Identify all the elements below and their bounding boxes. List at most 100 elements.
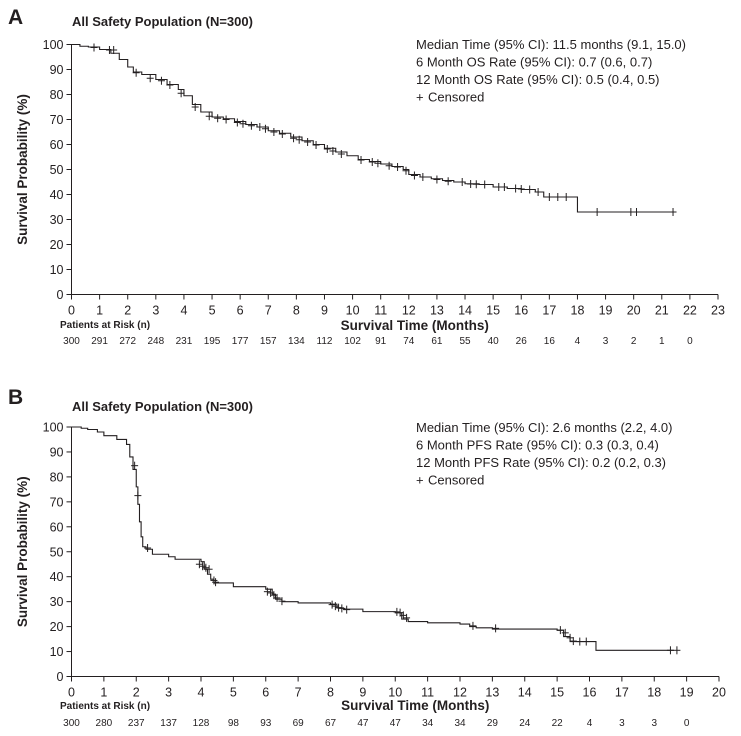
censor-mark — [267, 588, 275, 597]
censor-mark — [323, 145, 331, 153]
at-risk-count: 291 — [91, 336, 108, 347]
panel-letter: A — [8, 6, 23, 29]
x-tick-label: 21 — [655, 304, 669, 318]
at-risk-count: 280 — [96, 718, 113, 729]
x-tick-label: 11 — [374, 304, 387, 318]
risk-table-title: Patients at Risk (n) — [60, 320, 150, 331]
censor-mark — [545, 193, 553, 201]
censor-mark — [212, 578, 220, 587]
x-tick-label: 4 — [198, 686, 205, 700]
y-tick-label: 80 — [50, 470, 64, 484]
x-tick-label: 18 — [647, 686, 661, 700]
censor-mark — [534, 188, 542, 196]
censor-mark — [343, 605, 351, 614]
censor-mark — [576, 637, 584, 646]
censor-mark — [256, 123, 264, 131]
y-tick-label: 100 — [43, 421, 64, 435]
censor-mark — [666, 646, 674, 655]
censor-mark — [410, 171, 418, 180]
x-tick-label: 9 — [321, 304, 328, 318]
at-risk-count: 34 — [454, 718, 466, 729]
censor-mark — [191, 103, 199, 111]
censor-mark — [561, 628, 569, 637]
censor-mark — [331, 602, 339, 611]
x-tick-label: 0 — [68, 304, 75, 318]
x-tick-label: 5 — [230, 686, 237, 700]
censor-mark — [357, 156, 365, 164]
at-risk-count: 3 — [603, 336, 609, 347]
censor-mark — [205, 565, 213, 574]
at-risk-count: 134 — [288, 336, 305, 347]
x-tick-label: 12 — [453, 686, 467, 700]
at-risk-count: 16 — [544, 336, 556, 347]
censor-mark — [593, 208, 601, 216]
x-tick-label: 9 — [359, 686, 366, 700]
at-risk-count: 195 — [204, 336, 221, 347]
x-tick-label: 3 — [165, 686, 172, 700]
x-tick-label: 20 — [712, 686, 726, 700]
y-tick-label: 40 — [50, 188, 64, 202]
censor-mark — [329, 147, 337, 155]
x-tick-label: 11 — [421, 686, 434, 700]
at-risk-count: 4 — [575, 336, 581, 347]
stat-line: 6 Month PFS Rate (95% CI): 0.3 (0.3, 0.4… — [416, 438, 659, 453]
y-tick-label: 30 — [50, 595, 64, 609]
censor-mark — [157, 76, 165, 85]
x-tick-label: 16 — [514, 304, 528, 318]
censor-mark — [312, 141, 320, 149]
y-tick-label: 30 — [50, 213, 64, 227]
stat-line: 6 Month OS Rate (95% CI): 0.7 (0.6, 0.7) — [416, 55, 652, 70]
censored-legend-label: Censored — [428, 473, 484, 488]
y-tick-label: 70 — [50, 495, 64, 509]
x-tick-label: 14 — [458, 304, 472, 318]
at-risk-count: 4 — [587, 718, 593, 729]
censor-mark — [569, 637, 577, 646]
censor-mark — [458, 178, 466, 186]
x-tick-label: 3 — [152, 304, 159, 318]
at-risk-count: 137 — [160, 718, 177, 729]
censored-legend-symbol: + — [416, 473, 424, 488]
censor-mark — [444, 177, 452, 186]
y-axis-title: Survival Probability (%) — [15, 94, 30, 245]
at-risk-count: 67 — [325, 718, 337, 729]
at-risk-count: 55 — [459, 336, 471, 347]
at-risk-count: 300 — [63, 336, 80, 347]
censor-mark — [210, 576, 218, 585]
censor-mark — [202, 563, 210, 572]
censor-mark — [562, 193, 570, 201]
x-tick-label: 10 — [388, 686, 402, 700]
at-risk-count: 3 — [651, 718, 657, 729]
at-risk-count: 157 — [260, 336, 277, 347]
censor-mark — [469, 621, 477, 630]
at-risk-count: 0 — [684, 718, 690, 729]
y-tick-label: 80 — [50, 88, 64, 102]
x-tick-label: 23 — [711, 304, 725, 318]
stat-line: 12 Month OS Rate (95% CI): 0.5 (0.4, 0.5… — [416, 72, 660, 87]
x-tick-label: 10 — [346, 304, 360, 318]
censor-mark — [144, 544, 152, 553]
censor-mark — [270, 128, 278, 136]
x-tick-label: 2 — [133, 686, 140, 700]
censor-mark — [166, 81, 174, 89]
x-tick-label: 8 — [327, 686, 334, 700]
censor-mark — [273, 593, 281, 602]
at-risk-count: 22 — [552, 718, 564, 729]
y-tick-label: 100 — [43, 38, 64, 52]
censor-mark — [385, 161, 393, 170]
x-tick-label: 22 — [683, 304, 697, 318]
censor-mark — [526, 185, 534, 194]
at-risk-count: 128 — [193, 718, 210, 729]
chart-title: All Safety Population (N=300) — [72, 399, 253, 414]
at-risk-count: 24 — [519, 718, 531, 729]
x-tick-label: 1 — [100, 686, 107, 700]
at-risk-count: 3 — [619, 718, 625, 729]
censor-mark — [261, 124, 269, 133]
censor-mark — [582, 637, 590, 646]
x-tick-label: 8 — [293, 304, 300, 318]
censor-mark — [419, 173, 427, 181]
censor-mark — [669, 208, 677, 216]
at-risk-count: 98 — [228, 718, 240, 729]
at-risk-count: 91 — [375, 336, 387, 347]
censor-mark — [263, 587, 271, 596]
